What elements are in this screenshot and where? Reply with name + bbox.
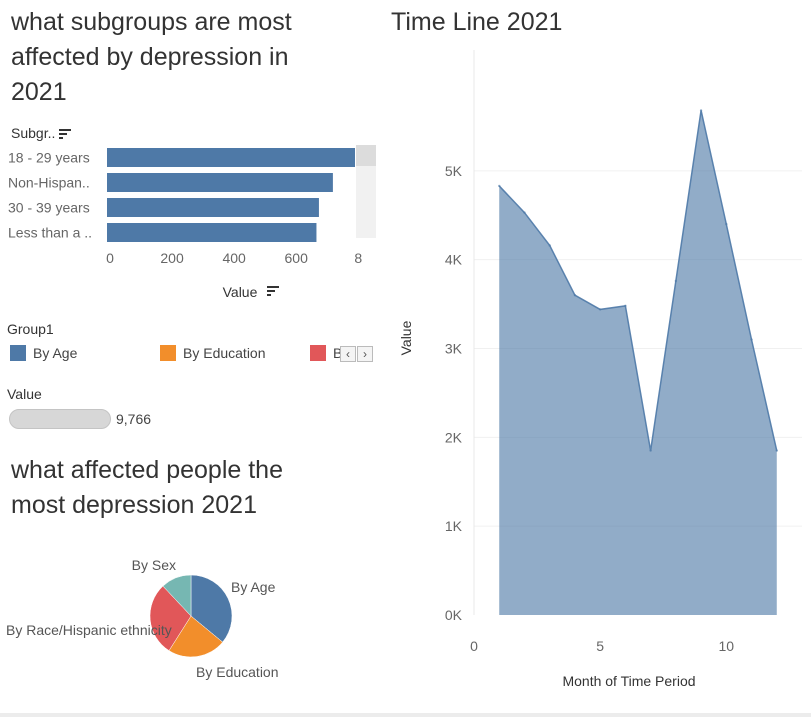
bar-x-tick-label: 600 [285,250,309,266]
legend-item-by-education[interactable]: By Education [160,345,266,361]
value-filter-title: Value [7,386,42,402]
bar-title-line-3: 2021 [11,78,67,106]
area-point[interactable] [674,279,678,283]
area-point[interactable] [573,294,577,297]
legend-item-by-age[interactable]: By Age [10,345,77,361]
pie-chart-title: what affected people the most depression… [11,453,341,523]
legend-title: Group1 [7,321,54,337]
legend-swatch [310,345,326,361]
area-fill[interactable] [499,110,777,615]
area-y-tick-label: 0K [445,607,463,623]
area-x-tick-label: 5 [596,638,604,654]
area-y-axis-title: Value [398,320,414,355]
area-y-tick-label: 5K [445,163,463,179]
area-x-axis-title: Month of Time Period [562,673,695,689]
area-chart: Value Month of Time Period 0K 1K 2K 3K 4K 5K 0… [398,50,802,689]
area-point[interactable] [624,304,627,308]
area-line [498,110,778,451]
area-point[interactable] [750,338,753,341]
pie-slice-label: By Sex [132,557,176,573]
pie-chart: By Age By Education By Race/Hispanic ethni… [6,557,279,680]
bar-x-tick-label: 0 [106,250,114,266]
sort-icon[interactable] [59,129,72,140]
legend-swatch [160,345,176,361]
bar-chart-title: what subgroups are most affected by depr… [11,5,341,110]
bar[interactable] [107,198,319,217]
area-point[interactable] [649,449,652,452]
bar-header[interactable]: Subgr.. [11,125,72,141]
bar-category-label: 30 - 39 years [8,200,90,216]
bar-scrollbar-track[interactable] [356,145,376,238]
bar-x-tick-label: 8 [354,250,362,266]
area-y-tick-label: 4K [445,252,463,268]
pie-slice[interactable] [162,574,192,617]
legend-next-button[interactable]: › [357,346,373,362]
bottom-divider [0,713,811,717]
legend-label: B [333,345,340,361]
bar-scrollbar-thumb[interactable] [356,145,376,166]
pie-slice[interactable] [190,574,233,643]
area-y-tick-label: 3K [445,341,463,357]
bar-x-tick-label: 400 [222,250,246,266]
area-point[interactable] [775,449,778,452]
bar-title-line-2: affected by depression in [11,43,289,71]
bar-chart: 18 - 29 years Non-Hispan.. 30 - 39 years Le… [8,145,376,300]
legend-label: By Age [33,345,78,361]
bar-category-label: 18 - 29 years [8,150,90,166]
pie-slice[interactable] [168,615,223,658]
area-point[interactable] [725,222,728,226]
pie-slice[interactable] [149,585,192,651]
value-slider[interactable] [9,409,111,429]
legend-item-truncated[interactable]: B [310,345,340,361]
pie-title-line-2: most depression 2021 [11,491,257,519]
bar-category-label: Non-Hispan.. [8,175,90,191]
area-point[interactable] [699,109,703,112]
color-legend: By Age By Education B [10,345,340,367]
bar[interactable] [107,173,333,192]
area-chart-title: Time Line 2021 [391,8,563,36]
bar-category-label: Less than a .. [8,225,92,241]
pie-title-line-1: what affected people the [11,456,283,484]
bar[interactable] [107,223,317,242]
area-y-tick-label: 1K [445,518,463,534]
bar-title-line-1: what subgroups are most [11,8,292,36]
pie-slice-label: By Age [231,579,276,595]
pie-slice-label: By Race/Hispanic ethnicity [6,622,172,638]
area-y-tick-label: 2K [445,429,463,445]
pie-slice-label: By Education [196,664,279,680]
bar-x-sort-icon[interactable] [267,286,279,296]
bar-header-label: Subgr.. [11,125,56,141]
area-x-tick-label: 0 [470,638,478,654]
area-x-tick-label: 10 [719,638,735,654]
area-point[interactable] [523,211,526,214]
bar-x-tick-label: 200 [160,250,184,266]
legend-prev-button[interactable]: ‹ [340,346,356,362]
value-slider-readout: 9,766 [116,411,152,427]
bar-x-axis-title: Value [223,284,258,300]
area-point[interactable] [548,244,551,247]
area-point[interactable] [498,184,501,188]
bar[interactable] [107,148,355,167]
legend-swatch [10,345,26,361]
legend-label: By Education [183,345,266,361]
area-point[interactable] [598,308,602,311]
